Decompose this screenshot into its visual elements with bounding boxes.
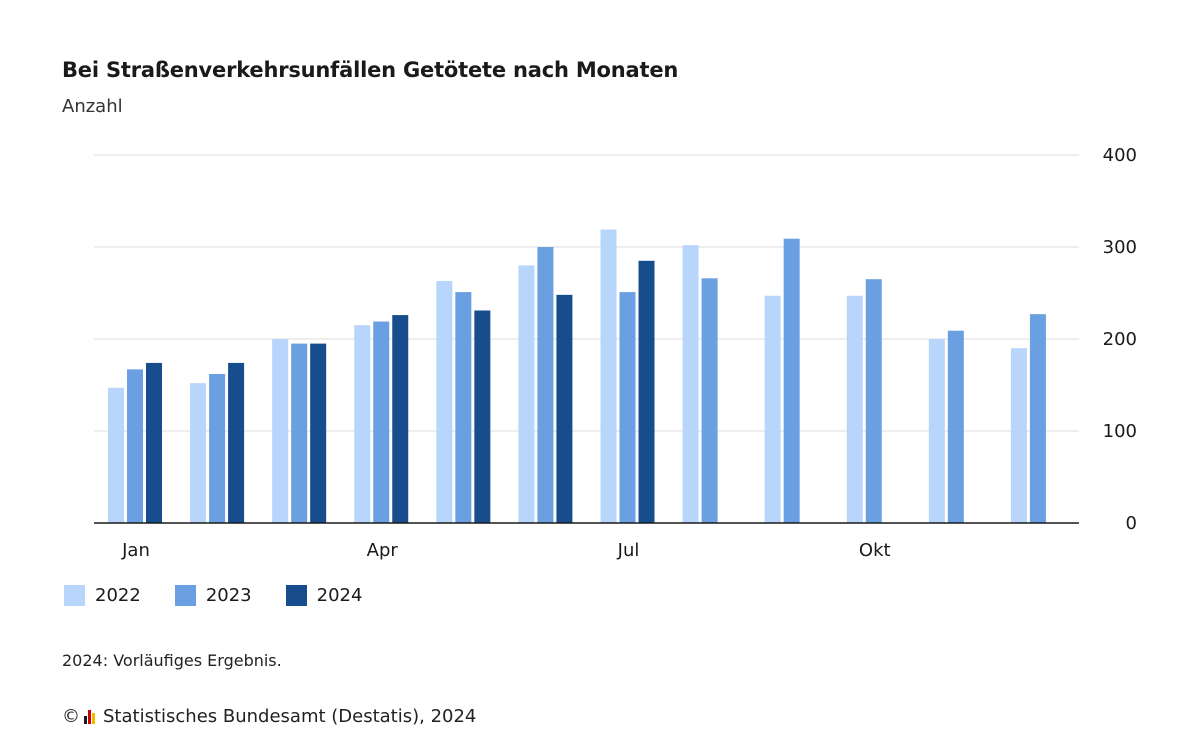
y-tick-label: 0	[1126, 513, 1137, 534]
logo-bar-gold	[92, 712, 95, 724]
x-tick-label: Apr	[367, 540, 399, 561]
bar-2023-Aug[interactable]	[701, 278, 718, 523]
bar-2024-Mär[interactable]	[310, 343, 327, 523]
bar-2022-Jul[interactable]	[600, 229, 617, 523]
bar-2023-Sep[interactable]	[783, 238, 800, 523]
bar-2023-Okt[interactable]	[865, 279, 882, 523]
legend-label-2022: 2022	[95, 585, 141, 606]
logo-bar-red	[88, 709, 91, 724]
bar-2024-Jul[interactable]	[638, 260, 655, 523]
chart-subtitle: Anzahl	[62, 96, 123, 117]
bar-2023-Apr[interactable]	[373, 321, 390, 523]
bar-2022-Nov[interactable]	[928, 339, 945, 523]
chart-title: Bei Straßenverkehrsunfällen Getötete nac…	[62, 58, 679, 82]
y-tick-label: 300	[1103, 237, 1137, 258]
bar-2022-Jun[interactable]	[518, 265, 535, 523]
bar-2023-Mai[interactable]	[455, 292, 472, 523]
legend: 2022 2023 2024	[64, 585, 362, 606]
bar-2024-Feb[interactable]	[228, 362, 245, 523]
bar-2022-Feb[interactable]	[190, 383, 207, 523]
bar-2023-Jul[interactable]	[619, 292, 636, 523]
legend-item-2023[interactable]: 2023	[174, 585, 252, 606]
source-text: Statistisches Bundesamt (Destatis), 2024	[103, 706, 477, 727]
legend-swatch-2024	[285, 585, 307, 606]
bar-2023-Mär[interactable]	[291, 343, 308, 523]
bar-2022-Sep[interactable]	[764, 295, 781, 523]
x-tick-label: Okt	[859, 540, 891, 561]
legend-label-2024: 2024	[316, 585, 363, 606]
y-axis-ticks: 0 100 200 300 400	[1103, 145, 1137, 534]
source-line: © Statistisches Bundesamt (Destatis), 20…	[62, 706, 476, 727]
bar-2022-Jan[interactable]	[108, 387, 124, 523]
bar-2024-Jun[interactable]	[556, 294, 573, 523]
bar-2023-Nov[interactable]	[947, 330, 964, 523]
bars	[108, 229, 1046, 523]
x-tick-label: Jul	[617, 540, 640, 561]
x-tick-label: Jan	[121, 540, 150, 561]
y-tick-label: 400	[1103, 145, 1137, 166]
legend-swatch-2023	[174, 585, 196, 606]
bar-2022-Mär[interactable]	[272, 339, 289, 523]
bar-2023-Jun[interactable]	[537, 247, 554, 523]
bar-2024-Jan[interactable]	[146, 362, 162, 523]
gridlines	[94, 154, 1079, 432]
bar-2022-Dez[interactable]	[1010, 348, 1027, 523]
copyright-symbol: ©	[62, 706, 80, 727]
destatis-logo-icon	[84, 709, 95, 724]
legend-swatch-2022	[64, 585, 85, 606]
footnote: 2024: Vorläufiges Ergebnis.	[62, 651, 282, 670]
y-tick-label: 100	[1103, 421, 1137, 442]
bar-2023-Feb[interactable]	[209, 373, 226, 523]
y-tick-label: 200	[1103, 329, 1137, 350]
bar-2022-Apr[interactable]	[354, 325, 371, 523]
legend-item-2022[interactable]: 2022	[64, 585, 141, 606]
bar-2024-Apr[interactable]	[392, 315, 409, 523]
bar-2022-Aug[interactable]	[682, 245, 699, 523]
legend-item-2024[interactable]: 2024	[285, 585, 363, 606]
bar-2022-Okt[interactable]	[846, 295, 863, 523]
logo-bar-black	[84, 715, 87, 724]
x-axis-ticks: Jan Apr Jul Okt	[121, 540, 890, 561]
bar-2022-Mai[interactable]	[436, 281, 453, 523]
bar-2023-Dez[interactable]	[1029, 314, 1046, 523]
bar-2024-Mai[interactable]	[474, 310, 491, 523]
legend-label-2023: 2023	[205, 585, 252, 606]
bar-chart: 0 100 200 300 400 Jan Apr Jul Okt	[94, 145, 1137, 561]
bar-2023-Jan[interactable]	[127, 369, 143, 523]
